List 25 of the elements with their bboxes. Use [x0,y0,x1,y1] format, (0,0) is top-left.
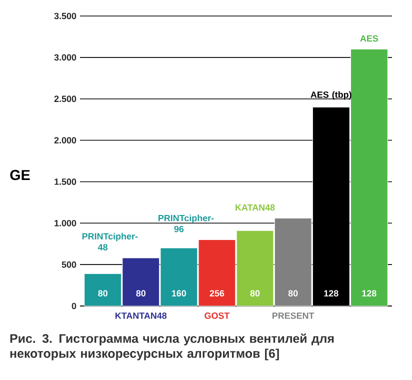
x-tick-label: PRINTcipher-96 [158,214,214,232]
annotation: 160 [172,290,186,296]
annotation: 128 [362,290,376,296]
y-tick-label: 2.500 [54,96,76,102]
y-tick-label: 1.500 [54,178,76,185]
annotation: 80 [98,290,108,296]
annotation: 80 [250,290,260,296]
x-tick-label: PRESENT [272,312,314,319]
x-tick-label: GOST [204,312,230,319]
x-tick-label: PRINTcipher-48 [82,232,138,250]
annotation: 128 [324,290,338,296]
x-tick-label: KTANTAN48 [115,312,167,319]
x-tick-label: AES [360,35,378,42]
annotation: 80 [136,290,146,296]
y-tick-label: 500 [62,261,76,268]
y-tick-label: 3.500 [54,12,76,20]
y-tick-label: 0 [72,302,76,310]
text: Рис. 3. Гистограмма числа условных вентилей для некоторых низкоресурсных алгоритмов [6] [10,334,334,360]
y-axis-title: GE [10,170,30,180]
y-tick-label: 1.000 [54,220,76,226]
annotation: 256 [210,290,224,296]
y-tick-label: 2.000 [54,137,76,144]
x-tick-label: KATAN48 [236,204,275,211]
y-tick-label: 3.000 [54,54,76,61]
annotation: 80 [288,290,298,296]
